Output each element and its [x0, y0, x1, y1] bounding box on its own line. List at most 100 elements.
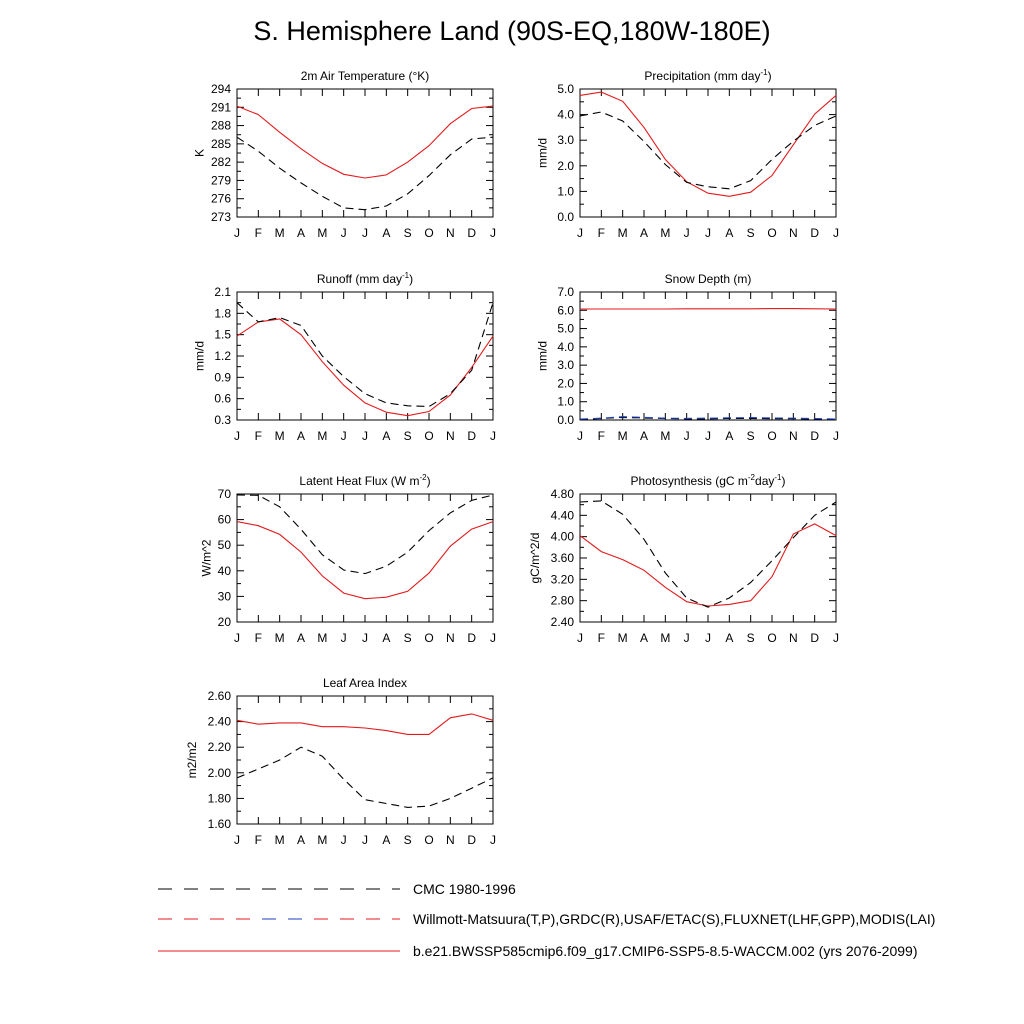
x-tick-label: S [404, 226, 412, 240]
x-tick-label: D [810, 226, 819, 240]
series-line-obs [236, 494, 494, 575]
y-tick-label: 4.0 [557, 108, 574, 122]
panel-title: Photosynthesis (gC m-2day-1) [631, 473, 786, 488]
y-tick-label: 20 [218, 615, 232, 629]
y-tick-label: 294 [211, 82, 231, 96]
x-tick-label: D [467, 631, 476, 645]
x-tick-label: A [725, 429, 733, 443]
x-tick-label: J [362, 226, 368, 240]
x-tick-label: S [404, 833, 412, 847]
x-tick-label: A [382, 631, 390, 645]
x-tick-label: S [747, 226, 755, 240]
y-tick-label: 2.0 [557, 376, 574, 390]
legend-label: CMC 1980-1996 [413, 881, 516, 897]
y-tick-label: 4.00 [551, 530, 575, 544]
legend-entry: CMC 1980-1996 [158, 881, 516, 897]
panel-2m-air-temperature: J F M A M J J A S O N D J2732762792822852882912942m … [192, 69, 496, 240]
x-tick-label: A [725, 631, 733, 645]
y-tick-label: 3.60 [551, 551, 575, 565]
y-axis-label: mm/d [535, 341, 549, 371]
series-line-obs [579, 111, 837, 190]
series-line-model [579, 523, 837, 607]
x-tick-label: J [705, 429, 711, 443]
plot-frame [236, 88, 494, 218]
x-tick-label: J [684, 429, 690, 443]
y-tick-label: 273 [211, 210, 231, 224]
y-tick-label: 0.6 [214, 392, 231, 406]
x-tick-label: M [275, 226, 285, 240]
x-tick-label: S [747, 631, 755, 645]
x-tick-label: D [467, 226, 476, 240]
panel-runoff: J F M A M J J A S O N D J0.30.60.91.21.51.82.1Runoff… [192, 271, 496, 443]
figure-title: S. Hemisphere Land (90S-EQ,180W-180E) [253, 16, 771, 46]
y-tick-label: 1.0 [557, 395, 574, 409]
x-tick-label: J [490, 429, 496, 443]
x-tick-label: J [490, 226, 496, 240]
x-tick-label: M [275, 631, 285, 645]
panel-leaf-area-index: J F M A M J J A S O N D J1.601.802.002.202.402.60Lea… [185, 676, 496, 847]
series-line-obs [236, 136, 494, 211]
series-line-snow_obs [579, 416, 837, 420]
x-tick-label: J [705, 631, 711, 645]
x-tick-label: J [577, 631, 583, 645]
x-tick-label: A [297, 429, 305, 443]
x-tick-label: J [362, 429, 368, 443]
series-line-obs [236, 302, 494, 408]
x-tick-label: J [234, 429, 240, 443]
panel-precipitation: J F M A M J J A S O N D J0.01.02.03.04.05.0Precipita… [535, 68, 839, 240]
x-tick-label: N [446, 631, 455, 645]
y-tick-label: 0.0 [557, 210, 574, 224]
x-tick-label: N [446, 226, 455, 240]
x-tick-label: J [234, 631, 240, 645]
plot-frame [579, 291, 837, 421]
x-tick-label: F [255, 226, 262, 240]
x-tick-label: M [317, 631, 327, 645]
x-tick-label: M [660, 631, 670, 645]
x-tick-label: A [382, 226, 390, 240]
x-tick-label: A [297, 631, 305, 645]
x-tick-label: J [833, 429, 839, 443]
y-tick-label: 70 [218, 487, 232, 501]
y-tick-label: 1.80 [208, 791, 232, 805]
x-tick-label: M [618, 429, 628, 443]
legend-label: b.e21.BWSSP585cmip6.f09_g17.CMIP6-SSP5-8… [413, 943, 918, 959]
y-tick-label: 4.80 [551, 487, 575, 501]
y-tick-label: 3.0 [557, 133, 574, 147]
x-tick-label: J [362, 833, 368, 847]
y-tick-label: 291 [211, 100, 231, 114]
x-tick-label: O [767, 226, 776, 240]
x-tick-label: M [317, 833, 327, 847]
legend-entry: b.e21.BWSSP585cmip6.f09_g17.CMIP6-SSP5-8… [158, 943, 918, 959]
y-tick-label: 1.60 [208, 817, 232, 831]
x-tick-label: J [684, 226, 690, 240]
x-tick-label: J [341, 429, 347, 443]
x-tick-label: N [789, 429, 798, 443]
y-tick-label: 3.20 [551, 572, 575, 586]
x-tick-label: A [640, 631, 648, 645]
x-tick-label: J [833, 631, 839, 645]
y-tick-label: 2.20 [208, 740, 232, 754]
series-line-model [236, 713, 494, 735]
y-tick-label: 282 [211, 155, 231, 169]
x-tick-label: A [382, 429, 390, 443]
x-tick-label: M [317, 226, 327, 240]
y-tick-label: 3.0 [557, 358, 574, 372]
x-tick-label: N [789, 631, 798, 645]
x-tick-label: J [234, 833, 240, 847]
x-tick-label: J [684, 631, 690, 645]
plot-frame [579, 88, 837, 218]
x-tick-label: S [404, 631, 412, 645]
x-tick-label: O [767, 631, 776, 645]
y-tick-label: 285 [211, 137, 231, 151]
panel-title: 2m Air Temperature (°K) [301, 69, 430, 83]
panel-photosynthesis: J F M A M J J A S O N D J2.402.803.203.604.004.404.8… [528, 473, 839, 645]
x-tick-label: N [789, 226, 798, 240]
x-tick-label: J [341, 631, 347, 645]
y-tick-label: 1.2 [214, 349, 231, 363]
x-tick-label: A [725, 226, 733, 240]
x-tick-label: M [660, 429, 670, 443]
panel-title: Latent Heat Flux (W m-2) [299, 473, 430, 488]
x-tick-label: O [424, 833, 433, 847]
panel-snow-depth: J F M A M J J A S O N D J0.01.02.03.04.05.06.07.0Sno… [535, 272, 839, 443]
